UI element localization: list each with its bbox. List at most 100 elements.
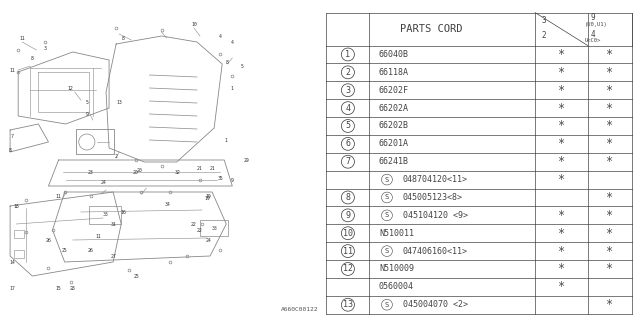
Text: 25: 25 [62,247,67,252]
Text: 15: 15 [56,285,61,291]
Text: *: * [607,155,614,168]
Text: A660C00122: A660C00122 [281,307,318,312]
Text: 26: 26 [45,237,51,243]
Text: 8: 8 [9,148,12,153]
Text: 20: 20 [136,167,142,172]
Text: 2: 2 [346,68,350,77]
Text: *: * [558,66,565,79]
Text: *: * [558,84,565,97]
Text: 11: 11 [9,68,15,73]
Text: 7: 7 [346,157,350,166]
Text: S: S [385,248,389,254]
Text: 66241B: 66241B [379,157,409,166]
Text: 4: 4 [231,39,234,44]
Text: 18: 18 [13,204,19,209]
Text: *: * [607,84,614,97]
Text: *: * [558,101,565,115]
Text: 045005123<8>: 045005123<8> [403,193,463,202]
Text: S: S [385,195,389,200]
Text: 22: 22 [191,221,196,227]
Text: 9: 9 [591,13,596,22]
Text: *: * [558,262,565,276]
Text: 11: 11 [343,247,353,256]
Text: 1: 1 [225,138,228,142]
Text: 1: 1 [231,85,234,91]
Text: 33: 33 [102,212,108,218]
Text: *: * [607,137,614,150]
Text: 16: 16 [120,210,126,214]
Text: 1: 1 [346,50,350,59]
Text: *: * [607,227,614,240]
Text: 4: 4 [219,34,221,38]
Text: *: * [607,119,614,132]
Text: *: * [558,280,565,293]
Text: 25: 25 [134,274,140,278]
Text: *: * [558,209,565,222]
Text: S: S [385,302,389,308]
Text: *: * [607,48,614,61]
Text: 23: 23 [88,170,94,174]
Text: 11: 11 [56,194,61,198]
Bar [14,230,24,238]
Text: *: * [558,155,565,168]
Text: 3: 3 [541,16,546,25]
Text: 5: 5 [85,100,88,105]
Text: 22: 22 [197,228,203,233]
Text: *: * [558,227,565,240]
Text: 2: 2 [115,154,118,158]
Text: 27: 27 [110,253,116,259]
Text: 33: 33 [211,226,217,230]
Text: 14: 14 [9,260,15,265]
Text: 8: 8 [346,193,350,202]
Text: 11: 11 [19,36,25,41]
Text: 5: 5 [346,122,350,131]
Text: 66202B: 66202B [379,122,409,131]
Text: N510009: N510009 [379,264,414,274]
Text: S: S [385,177,389,183]
Text: 048704120<11>: 048704120<11> [403,175,468,184]
Text: *: * [607,191,614,204]
Text: 8: 8 [226,60,228,65]
Text: 045004070 <2>: 045004070 <2> [403,300,468,309]
Text: 24: 24 [100,180,106,185]
Text: *: * [607,262,614,276]
Text: *: * [558,119,565,132]
Text: N510011: N510011 [379,229,414,238]
Text: 9: 9 [85,111,88,116]
Text: 6: 6 [346,139,350,148]
Text: 19: 19 [204,196,210,201]
Text: 66118A: 66118A [379,68,409,77]
Text: 24: 24 [205,237,211,243]
Text: 35: 35 [218,175,223,180]
Text: 12: 12 [68,85,74,91]
Text: 045104120 <9>: 045104120 <9> [403,211,468,220]
Text: 7: 7 [11,133,13,139]
Text: 13: 13 [116,100,122,105]
Bar [89,206,121,224]
Text: (U0,U1): (U0,U1) [584,22,607,27]
Text: *: * [558,48,565,61]
Text: 32: 32 [175,170,180,174]
Text: *: * [607,66,614,79]
Text: 9: 9 [346,211,350,220]
Text: S: S [385,212,389,218]
Text: 5: 5 [241,63,244,68]
Text: 4: 4 [591,30,596,39]
Text: 26: 26 [88,247,94,252]
Text: 10: 10 [191,21,196,27]
Text: 66202A: 66202A [379,104,409,113]
Text: 9: 9 [231,178,234,182]
Text: 047406160<11>: 047406160<11> [403,247,468,256]
Text: *: * [607,209,614,222]
Text: 66202F: 66202F [379,86,409,95]
Text: 66040B: 66040B [379,50,409,59]
Text: 17: 17 [9,285,15,291]
Text: 4: 4 [346,104,350,113]
Text: 10: 10 [343,229,353,238]
Text: 28: 28 [70,285,76,291]
Text: 8: 8 [31,55,34,60]
Text: *: * [558,244,565,258]
Text: 11: 11 [95,235,101,239]
Text: 66201A: 66201A [379,139,409,148]
Text: PARTS CORD: PARTS CORD [399,24,462,34]
